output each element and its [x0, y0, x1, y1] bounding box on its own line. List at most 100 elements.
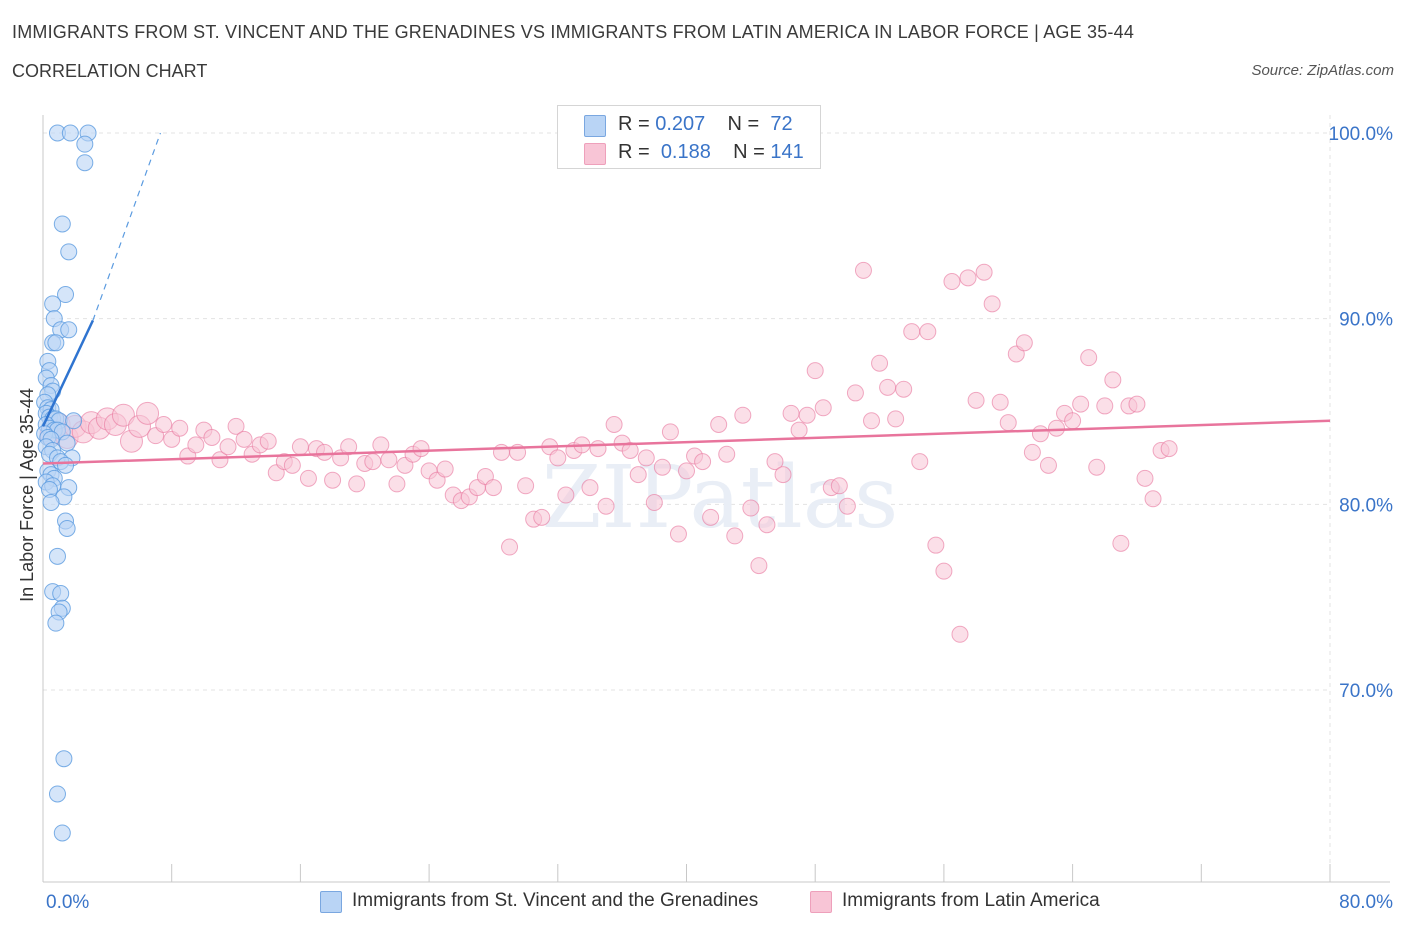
legend-n-value-2: 141: [770, 141, 804, 163]
st-vincent-point: [60, 321, 78, 339]
st-vincent-point: [61, 124, 79, 142]
latin-america-point: [484, 479, 502, 497]
latin-america-point: [589, 440, 607, 458]
st-vincent-point: [65, 412, 83, 430]
y-axis-label: In Labor Force | Age 35-44: [17, 388, 37, 602]
legend-swatch-pink: [584, 143, 606, 165]
latin-america-point: [814, 399, 832, 417]
latin-america-point: [903, 323, 921, 341]
latin-america-point: [605, 415, 623, 433]
legend: R = 0.207 N = 72 R = 0.188 N = 141: [557, 105, 821, 169]
legend-r-value-2: 0.188: [660, 141, 711, 163]
latin-america-point: [967, 391, 985, 409]
y-tick-label: 90.0%: [1339, 310, 1393, 331]
latin-america-point: [734, 406, 752, 424]
latin-america-point: [678, 462, 695, 480]
latin-america-point: [364, 453, 382, 471]
latin-america-point: [621, 441, 639, 459]
chart-title: IMMIGRANTS FROM ST. VINCENT AND THE GREN…: [12, 22, 1135, 42]
st-vincent-point: [48, 547, 66, 565]
watermark: ZIPatlas: [542, 448, 898, 548]
latin-america-point: [742, 499, 760, 517]
latin-america-point: [1104, 371, 1122, 389]
axes: [42, 115, 1390, 883]
latin-america-point: [1136, 469, 1154, 487]
latin-america-point: [782, 404, 800, 422]
st-vincent-point: [57, 286, 75, 304]
legend-swatch-blue: [584, 115, 606, 137]
latin-america-point: [155, 415, 173, 433]
st-vincent-point: [47, 334, 65, 352]
st-vincent-point: [76, 135, 94, 153]
latin-america-point: [501, 538, 519, 556]
bottom-legend-label-2: Immigrants from Latin America: [842, 890, 1100, 911]
latin-america-point: [661, 423, 679, 441]
latin-america-point: [854, 261, 872, 279]
latin-america-point: [187, 436, 205, 454]
latin-america-point: [436, 460, 454, 478]
latin-america-point: [1048, 419, 1066, 437]
st-vincent-point: [47, 614, 65, 632]
latin-america-point: [557, 486, 575, 504]
latin-america-point: [597, 497, 615, 515]
latin-america-point: [340, 438, 358, 456]
bottom-legend-swatch-blue: [320, 891, 342, 913]
latin-america-point: [637, 449, 655, 467]
latin-america-point: [1112, 534, 1130, 552]
latin-america-point: [1015, 334, 1033, 352]
legend-n-label: N =: [733, 141, 765, 163]
y-tick-label: 80.0%: [1339, 495, 1393, 516]
latin-america-point: [927, 536, 945, 554]
latin-america-point: [581, 479, 599, 497]
latin-america-point: [348, 475, 366, 493]
st-vincent-point: [53, 215, 71, 233]
latin-america-point: [975, 263, 993, 281]
latin-america-point: [291, 438, 309, 456]
st-vincent-point: [60, 243, 78, 261]
latin-america-point: [171, 419, 189, 437]
latin-america-point: [959, 269, 977, 287]
y-tick-label: 100.0%: [1329, 124, 1394, 145]
latin-america-point: [838, 497, 856, 515]
tick-labels: 100.0% 90.0% 80.0% 70.0% 0.0% 80.0%: [46, 124, 1393, 913]
bottom-legend-label-1: Immigrants from St. Vincent and the Gren…: [352, 890, 759, 911]
latin-america-point: [999, 414, 1017, 432]
legend-r-label: R =: [618, 113, 650, 135]
latin-america-point: [549, 449, 567, 467]
latin-america-point: [702, 508, 720, 526]
trend-lines: [41, 132, 1331, 465]
latin-america-point: [983, 295, 1001, 313]
latin-america-point: [1080, 349, 1098, 367]
st-vincent-point: [58, 434, 76, 452]
latin-america-point: [863, 412, 881, 430]
latin-america-point: [1064, 412, 1082, 430]
latin-america-point: [227, 417, 245, 435]
st-vincent-point: [55, 750, 73, 768]
latin-america-point: [412, 440, 430, 458]
latin-america-point: [259, 432, 277, 450]
latin-america-point: [283, 456, 301, 474]
latin-america-point: [219, 438, 237, 456]
latin-america-point: [372, 436, 390, 454]
latin-america-point: [203, 428, 221, 446]
st-vincent-point: [53, 824, 71, 842]
bottom-legend-swatch-pink: [810, 891, 832, 913]
y-tick-label: 70.0%: [1339, 681, 1393, 702]
latin-america-point: [806, 362, 824, 380]
latin-america-point: [380, 451, 398, 469]
latin-america-point: [710, 415, 728, 433]
latin-america-point: [895, 380, 913, 398]
trend-line-latin-america: [42, 419, 1331, 465]
latin-america-point: [846, 384, 864, 402]
latin-america-point: [798, 406, 816, 424]
latin-america-point: [694, 453, 712, 471]
latin-america-point: [316, 443, 334, 461]
latin-america-point: [1096, 397, 1114, 415]
x-tick-label: 80.0%: [1339, 892, 1393, 913]
latin-america-point: [951, 625, 969, 643]
latin-america-point: [1128, 395, 1146, 413]
latin-america-point: [388, 475, 406, 493]
st-vincent-point: [42, 493, 60, 511]
latin-america-point: [1023, 443, 1041, 461]
legend-r-value-1: 0.207: [655, 113, 706, 135]
